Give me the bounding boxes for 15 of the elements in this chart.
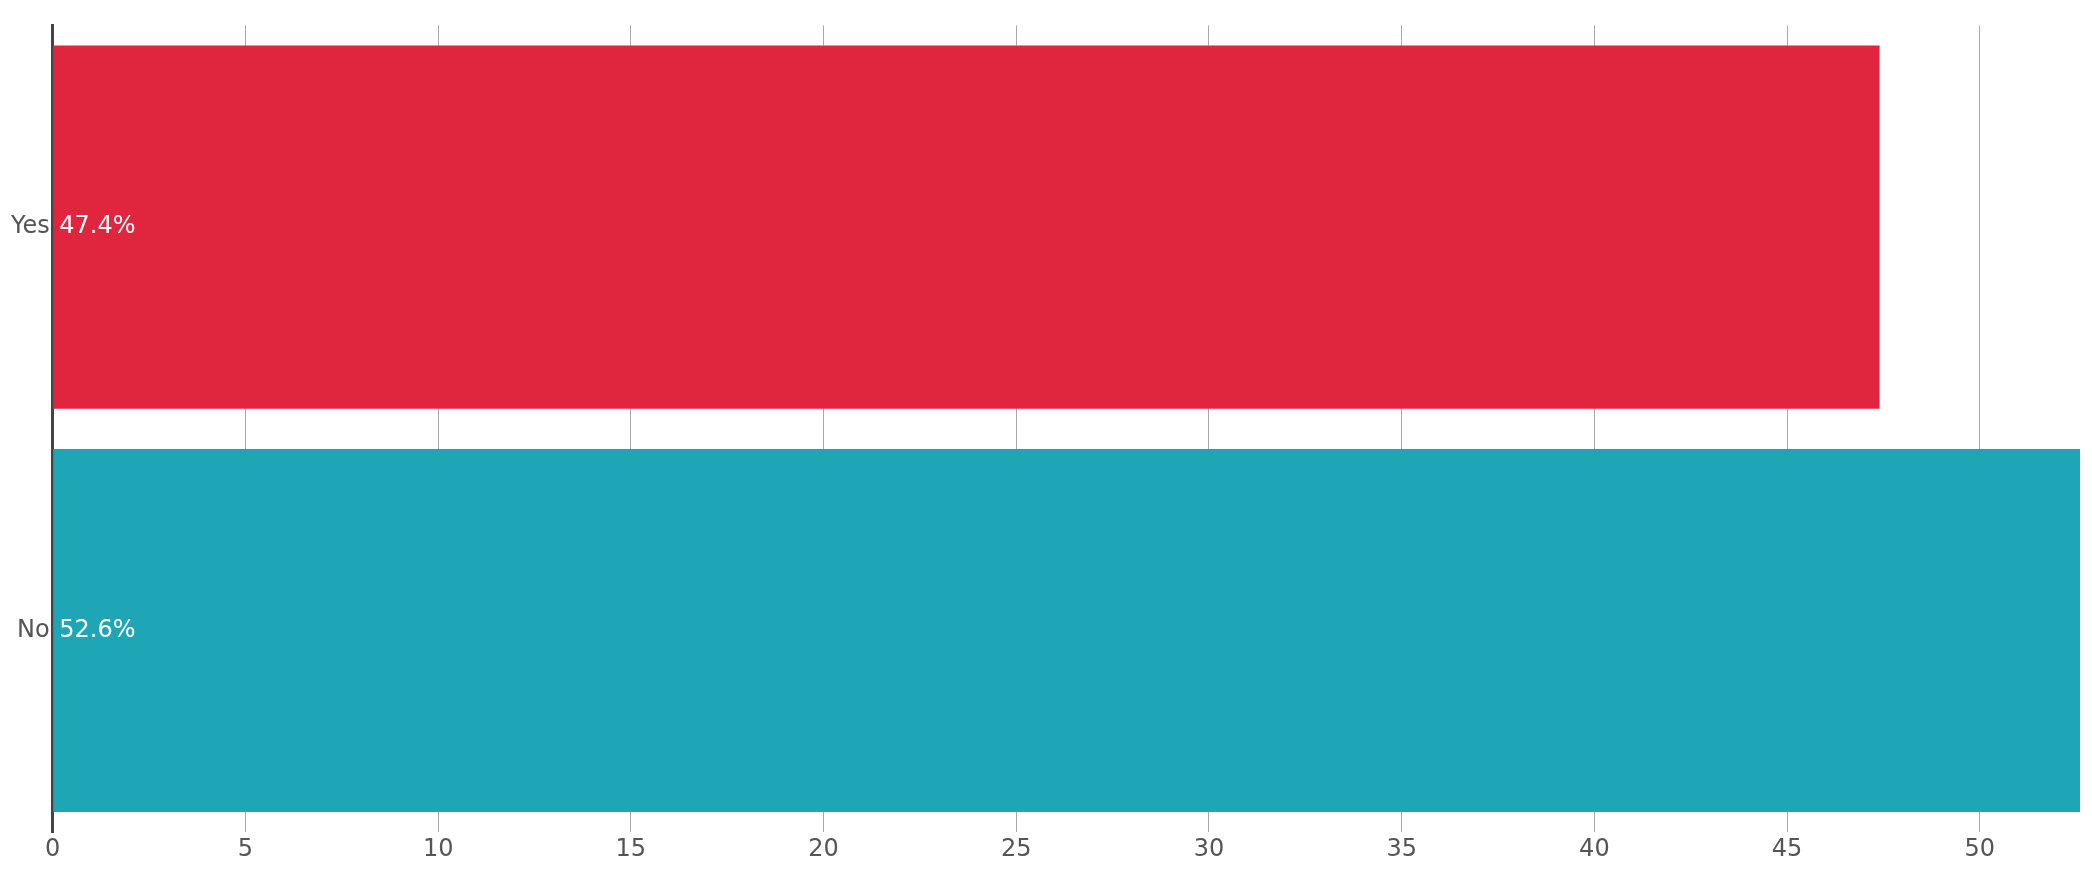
x-tick-label: 30: [1193, 833, 1225, 862]
x-tick-label: 45: [1771, 833, 1803, 862]
x-tick-label: 35: [1386, 833, 1417, 862]
data-label: 52.6%: [59, 614, 136, 643]
x-tick-label: 20: [808, 833, 839, 862]
x-tick-label: 15: [615, 833, 647, 862]
x-tick-label: 10: [422, 833, 454, 862]
x-tick-label: 25: [1000, 833, 1032, 862]
data-label: 47.4%: [59, 211, 136, 240]
y-tick-label: No: [17, 614, 50, 643]
x-tick-label: 5: [237, 833, 254, 862]
y-tick-label: Yes: [9, 211, 50, 240]
x-tick-label: 0: [45, 833, 61, 862]
x-tick-label: 50: [1964, 833, 1996, 862]
x-tick-label: 40: [1579, 833, 1610, 862]
